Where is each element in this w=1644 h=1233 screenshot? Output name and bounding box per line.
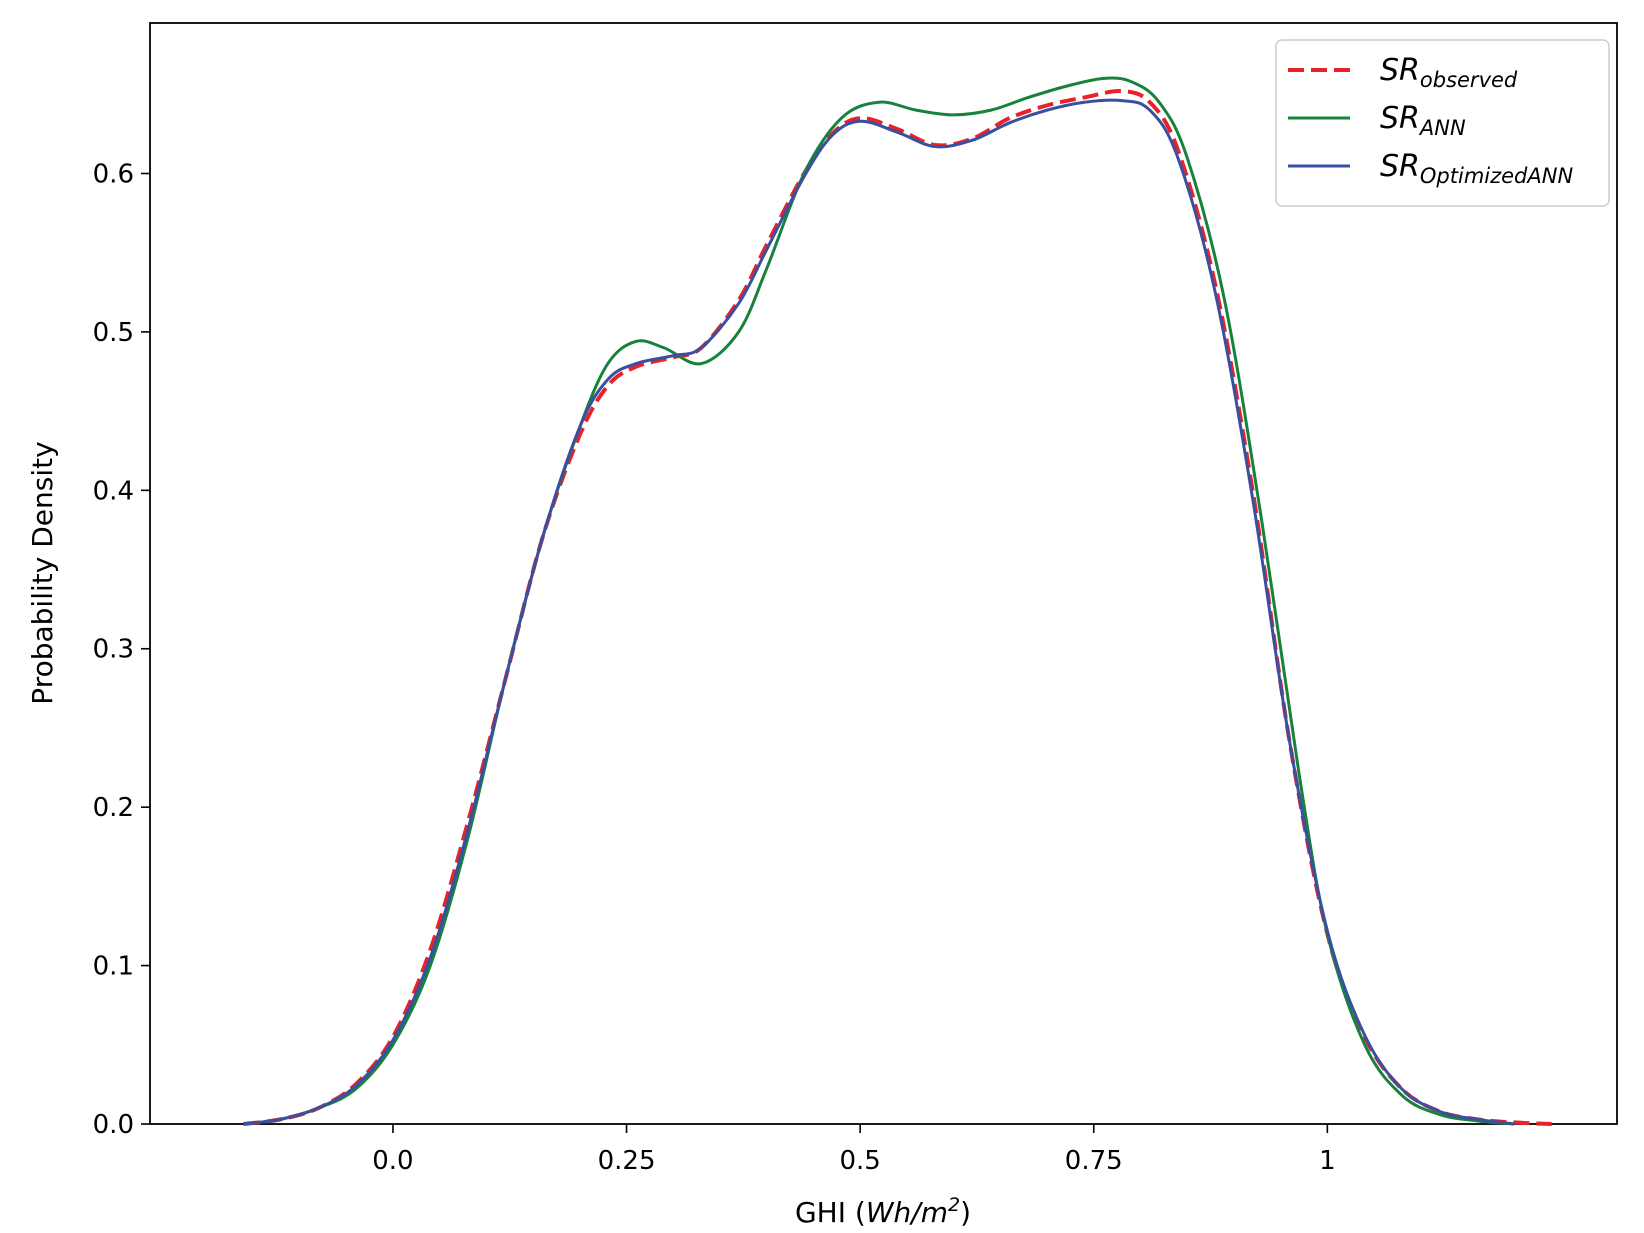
- y-tick-label: 0.4: [93, 476, 134, 506]
- plot-frame: [149, 22, 1618, 1125]
- legend: SRobserved SRANN SROptimizedANN: [1275, 39, 1610, 207]
- y-axis-label: Probability Density: [26, 441, 59, 704]
- y-tick-label: 0.1: [93, 952, 134, 982]
- legend-label-ann: SRANN: [1380, 101, 1466, 140]
- series-line-observed: [243, 89, 1552, 1126]
- series-line-optimizedann: [243, 98, 1515, 1126]
- y-tick-label: 0.2: [93, 793, 134, 823]
- curves: [243, 76, 1552, 1126]
- y-tick-label: 0.3: [93, 635, 134, 665]
- legend-box: [1275, 39, 1610, 207]
- x-axis-label: GHI (Wh/m2): [795, 1194, 971, 1229]
- series-line-ann: [243, 76, 1515, 1126]
- y-axis-ticks: 0.0 0.1 0.2 0.3 0.4 0.5 0.6: [93, 159, 150, 1140]
- x-tick-label: 0.75: [1065, 1146, 1123, 1176]
- x-axis-ticks: 0.0 0.25 0.5 0.75 1: [372, 1124, 1336, 1176]
- y-tick-label: 0.6: [93, 159, 134, 189]
- x-tick-label: 0.0: [372, 1146, 413, 1176]
- y-tick-label: 0.5: [93, 318, 134, 348]
- legend-items: SRobserved SRANN SROptimizedANN: [1288, 53, 1573, 188]
- x-tick-label: 0.5: [839, 1146, 880, 1176]
- legend-label-observed: SRobserved: [1380, 53, 1518, 92]
- y-tick-label: 0.0: [93, 1110, 134, 1140]
- x-tick-label: 1: [1319, 1146, 1336, 1176]
- legend-label-optimizedann: SROptimizedANN: [1380, 149, 1573, 188]
- x-tick-label: 0.25: [598, 1146, 656, 1176]
